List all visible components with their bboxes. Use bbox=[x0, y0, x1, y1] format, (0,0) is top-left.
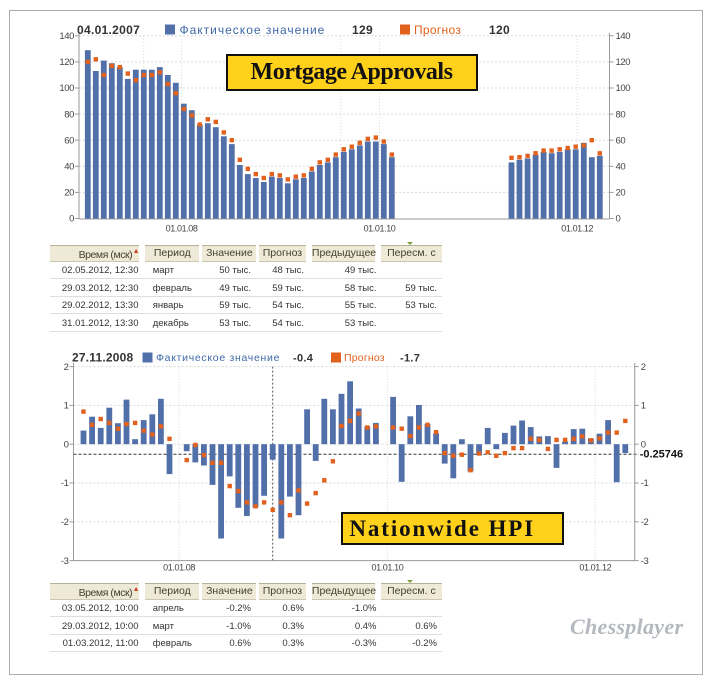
svg-text:140: 140 bbox=[59, 31, 74, 42]
svg-text:0: 0 bbox=[641, 439, 646, 450]
svg-text:-3: -3 bbox=[641, 556, 649, 567]
svg-text:0: 0 bbox=[64, 439, 69, 450]
svg-text:-3: -3 bbox=[61, 556, 69, 567]
svg-text:01.01.12: 01.01.12 bbox=[561, 224, 593, 234]
svg-text:60: 60 bbox=[64, 135, 74, 146]
svg-text:Фактическое значение: Фактическое значение bbox=[180, 23, 326, 37]
svg-text:27.11.2008: 27.11.2008 bbox=[72, 351, 134, 365]
svg-text:60: 60 bbox=[616, 135, 626, 146]
svg-text:-2: -2 bbox=[641, 517, 649, 528]
svg-text:Прогноз: Прогноз bbox=[344, 352, 385, 364]
svg-text:-1: -1 bbox=[641, 478, 649, 489]
svg-text:01.01.12: 01.01.12 bbox=[579, 563, 611, 573]
svg-text:140: 140 bbox=[616, 31, 631, 42]
svg-text:100: 100 bbox=[59, 83, 74, 94]
svg-text:01.01.08: 01.01.08 bbox=[166, 224, 198, 234]
svg-text:01.01.08: 01.01.08 bbox=[163, 563, 195, 573]
svg-text:0: 0 bbox=[616, 214, 621, 225]
svg-text:01.01.10: 01.01.10 bbox=[364, 224, 396, 234]
svg-text:-1.7: -1.7 bbox=[400, 353, 420, 365]
svg-text:-1: -1 bbox=[61, 478, 69, 489]
svg-text:01.01.10: 01.01.10 bbox=[371, 563, 403, 573]
svg-text:20: 20 bbox=[616, 188, 626, 199]
svg-text:129: 129 bbox=[352, 23, 373, 37]
svg-text:1: 1 bbox=[64, 401, 69, 412]
svg-text:80: 80 bbox=[616, 109, 626, 120]
svg-text:0: 0 bbox=[69, 214, 74, 225]
svg-text:2: 2 bbox=[64, 362, 69, 373]
svg-text:Фактическое значение: Фактическое значение bbox=[156, 352, 280, 364]
svg-text:40: 40 bbox=[616, 162, 626, 173]
svg-text:80: 80 bbox=[64, 109, 74, 120]
svg-text:1: 1 bbox=[641, 401, 646, 412]
svg-text:100: 100 bbox=[616, 83, 631, 94]
svg-text:Прогноз: Прогноз bbox=[414, 23, 461, 37]
svg-text:-0.25746: -0.25746 bbox=[640, 449, 683, 461]
svg-text:04.01.2007: 04.01.2007 bbox=[77, 23, 140, 37]
svg-text:-2: -2 bbox=[61, 517, 69, 528]
svg-text:-0.4: -0.4 bbox=[293, 353, 314, 365]
svg-text:120: 120 bbox=[616, 57, 631, 68]
svg-text:40: 40 bbox=[64, 162, 74, 173]
svg-text:120: 120 bbox=[489, 23, 510, 37]
svg-text:2: 2 bbox=[641, 362, 646, 373]
svg-text:20: 20 bbox=[64, 188, 74, 199]
svg-text:120: 120 bbox=[59, 57, 74, 68]
